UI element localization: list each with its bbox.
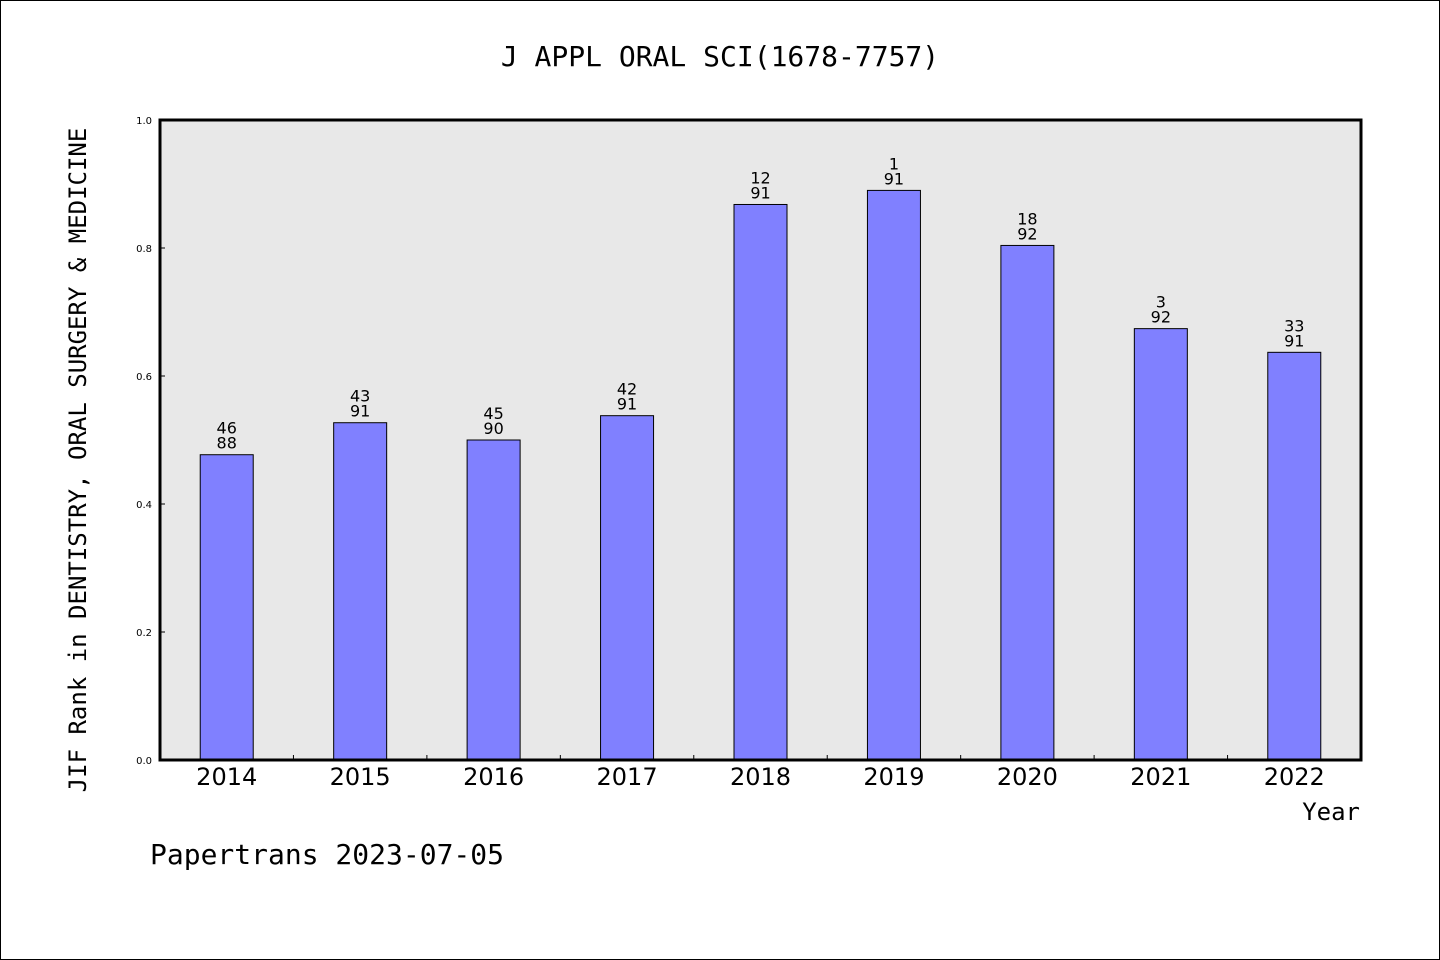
bar-2022 [1267, 351, 1322, 761]
x-tick-label: 2018 [730, 763, 791, 791]
bar-label-total: 91 [1284, 331, 1304, 350]
x-tick-label: 2017 [597, 763, 658, 791]
bar-label-rank: 46 [217, 419, 237, 438]
bar-label-rank: 18 [1017, 209, 1037, 228]
bar-2017 [600, 415, 655, 761]
chart-title: J APPL ORAL SCI(1678-7757) [501, 40, 939, 73]
bar-label-rank: 12 [750, 168, 770, 187]
x-tick-label: 2021 [1130, 763, 1191, 791]
x-axis-label: Year [1302, 798, 1360, 826]
x-tick-label: 2014 [196, 763, 257, 791]
x-tick-label: 2020 [997, 763, 1058, 791]
x-tick-label: 2019 [863, 763, 924, 791]
x-tick-label: 2016 [463, 763, 524, 791]
x-tick-label: 2015 [330, 763, 391, 791]
y-tick-label: 1.0 [136, 116, 152, 127]
bar-label-rank: 42 [617, 380, 637, 399]
bar-2018 [733, 203, 788, 761]
bar-label-rank: 33 [1284, 316, 1304, 335]
bar-label-rank: 45 [483, 404, 503, 423]
y-tick-label: 0.4 [136, 500, 152, 511]
bar-label-total: 91 [884, 169, 904, 188]
bar-2014 [199, 454, 254, 761]
y-tick-label: 0.8 [136, 244, 152, 255]
plot-border [158, 118, 1363, 762]
bar-label-total: 91 [617, 395, 637, 414]
bar-label-total: 88 [217, 434, 237, 453]
bar-label-rank: 3 [1156, 293, 1166, 312]
y-axis-label: JIF Rank in DENTISTRY, ORAL SURGERY & ME… [64, 128, 92, 793]
bar-label-rank: 43 [350, 387, 370, 406]
bar-label-rank: 1 [889, 154, 899, 173]
bar-2020 [1000, 244, 1055, 761]
y-tick-label: 0.0 [136, 756, 152, 767]
bar-2021 [1133, 328, 1188, 761]
bar-2016 [466, 439, 521, 761]
x-tick-label: 2022 [1264, 763, 1325, 791]
bar-2015 [333, 422, 388, 761]
bar-label-total: 91 [750, 183, 770, 202]
bar-2019 [866, 189, 921, 761]
footer-text: Papertrans 2023-07-05 [150, 838, 504, 871]
y-tick-label: 0.6 [136, 372, 152, 383]
bar-label-total: 90 [483, 419, 503, 438]
y-tick-label: 0.2 [136, 628, 152, 639]
bar-label-total: 91 [350, 402, 370, 421]
bar-label-total: 92 [1017, 224, 1037, 243]
bar-label-total: 92 [1151, 308, 1171, 327]
